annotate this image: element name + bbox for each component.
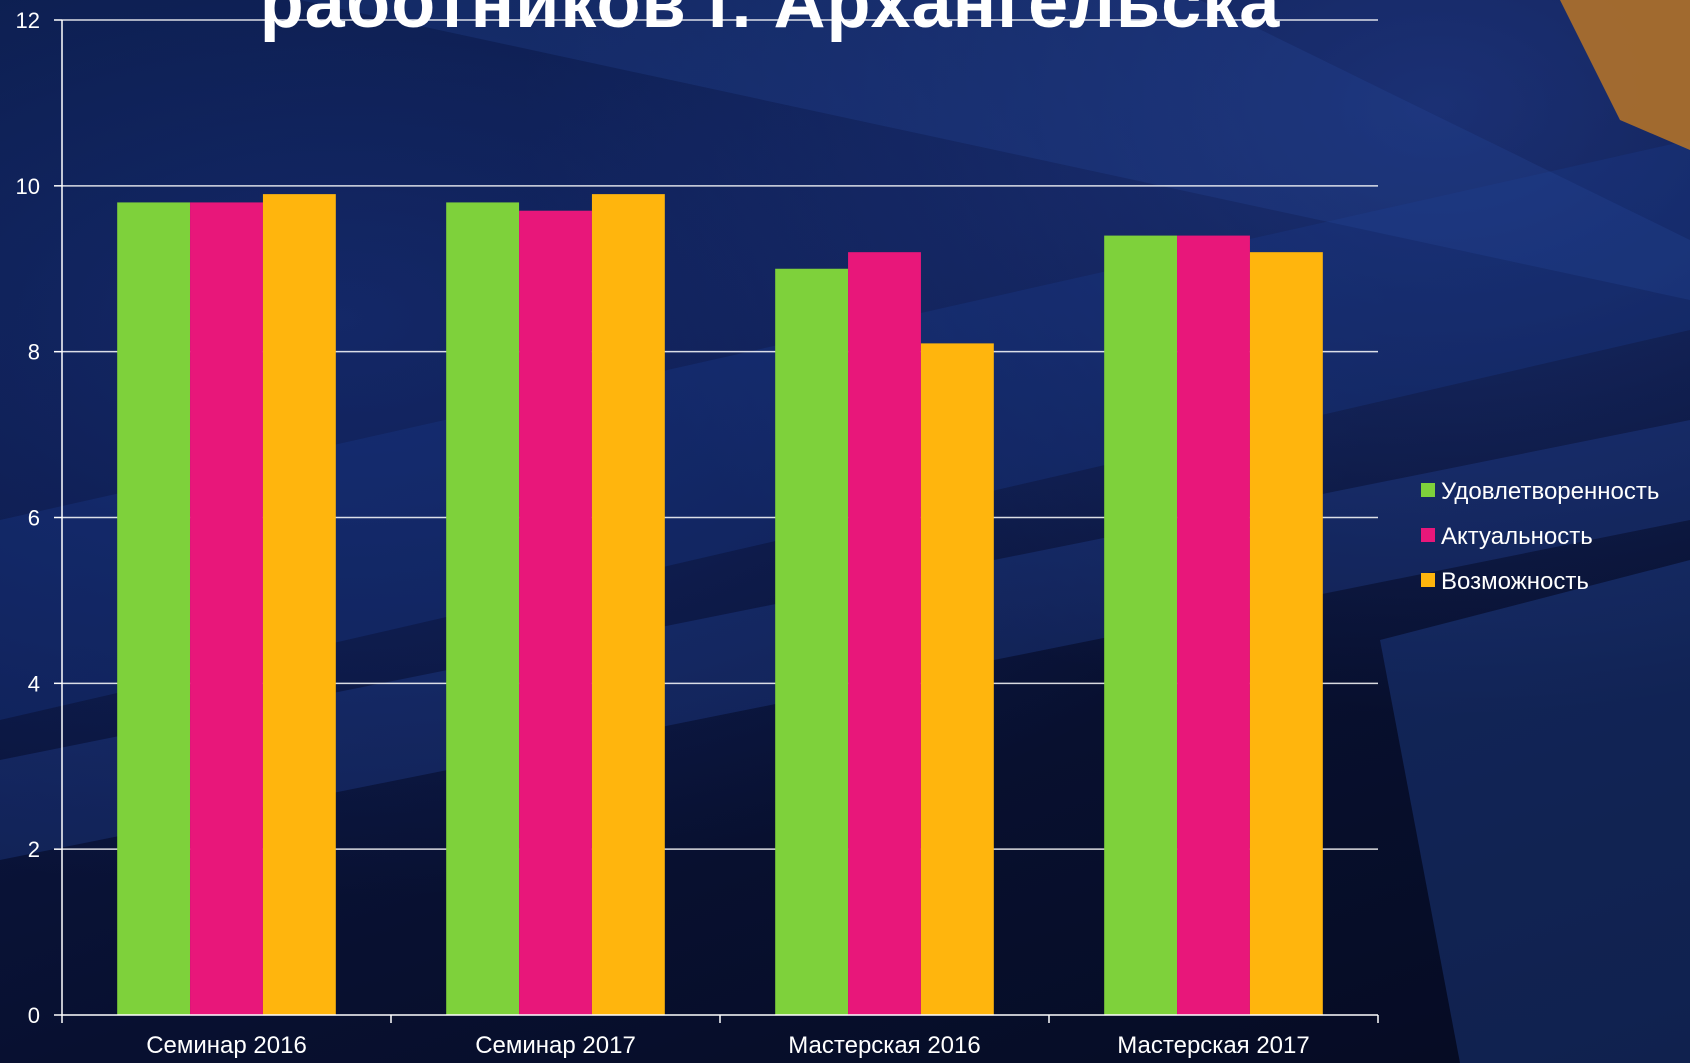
legend-swatch: [1421, 573, 1435, 587]
bar-1-2: [446, 202, 520, 1015]
bar-3-4: [1249, 252, 1323, 1015]
bar-2-2: [519, 210, 592, 1016]
x-tick-label: Семинар 2017: [475, 1032, 636, 1059]
y-tick-label: 10: [16, 174, 40, 199]
legend: Удовлетворенность Актуальность Возможность: [1421, 478, 1659, 595]
bar-3-3: [920, 343, 994, 1015]
legend-swatch: [1421, 528, 1435, 542]
legend-label: Актуальность: [1441, 523, 1593, 550]
bar-1-4: [1104, 235, 1178, 1016]
bar-2-4: [1177, 235, 1250, 1016]
bar-3-1: [262, 194, 336, 1015]
x-tick-label: Семинар 2016: [146, 1032, 307, 1059]
x-tick-label: Мастерская 2016: [788, 1032, 980, 1059]
legend-label: Удовлетворенность: [1441, 478, 1659, 505]
y-tick-label: 8: [28, 340, 40, 365]
legend-swatch: [1421, 483, 1435, 497]
y-tick-label: 4: [28, 671, 40, 696]
bar-2-3: [848, 252, 921, 1015]
y-tick-label: 12: [16, 8, 40, 33]
y-tick-label: 0: [28, 1003, 40, 1028]
x-tick-label: Мастерская 2017: [1117, 1032, 1309, 1059]
bar-2-1: [190, 202, 263, 1015]
slide-title: работников г. Архангельска: [259, 0, 1281, 43]
y-tick-label: 2: [28, 837, 40, 862]
y-tick-label: 6: [28, 506, 40, 531]
bar-3-2: [591, 194, 665, 1015]
bars: [117, 194, 1323, 1016]
bar-1-3: [775, 268, 849, 1015]
bar-1-1: [117, 202, 191, 1015]
legend-label: Возможность: [1441, 568, 1589, 595]
axes: 0 2 4 6 8 10 12 Семинар 2016 Семинар 2017 Мастерс…: [16, 8, 1379, 1059]
